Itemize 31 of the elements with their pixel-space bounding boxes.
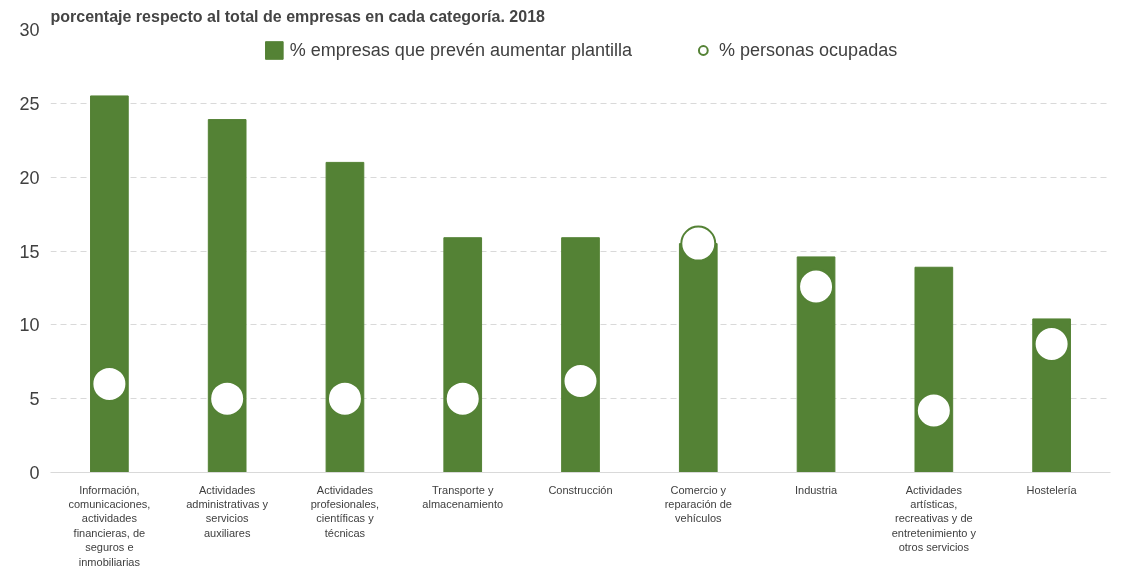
x-tick-label: Actividades administrativas y servicios auxiliares <box>186 483 269 539</box>
bar <box>325 161 365 473</box>
y-tick-label: 5 <box>29 389 40 410</box>
x-tick-label: Información, comunicaciones, actividades financieras, de seguros e inmobiliarias <box>68 483 151 568</box>
point <box>91 365 128 402</box>
legend-label: % empresas que prevén aumentar plantilla <box>289 39 633 61</box>
point <box>209 380 246 417</box>
point <box>444 380 481 417</box>
point <box>326 380 363 417</box>
x-tick-label: Actividades profesionales, científicas y técnicas <box>310 483 380 539</box>
y-tick-label: 30 <box>19 20 40 40</box>
point <box>915 392 952 429</box>
x-tick-label: Comercio y reparación de vehículos <box>664 483 732 525</box>
chart-title: porcentaje respecto al total de empresas en cada categoría. 2018 <box>50 7 546 25</box>
point <box>1033 326 1070 362</box>
y-tick-label: 25 <box>19 93 40 114</box>
y-tick-label: 0 <box>29 463 40 483</box>
x-tick-label: Hostelería <box>1026 483 1078 496</box>
point <box>680 225 717 262</box>
x-tick-label: Actividades artísticas, recreativas y de entretenimiento y otros servicios <box>891 483 977 554</box>
y-tick-label: 20 <box>19 167 40 188</box>
bar <box>90 95 129 473</box>
x-tick-label: Industria <box>794 483 839 496</box>
y-tick-label: 15 <box>19 241 40 262</box>
legend-label: % personas ocupadas <box>719 39 898 61</box>
x-tick-label: Transporte y almacenamiento <box>422 483 504 510</box>
bar <box>207 119 247 473</box>
point <box>562 362 599 399</box>
x-tick-label: Construcción <box>548 483 613 496</box>
point <box>798 268 835 305</box>
y-tick-label: 10 <box>19 315 40 336</box>
